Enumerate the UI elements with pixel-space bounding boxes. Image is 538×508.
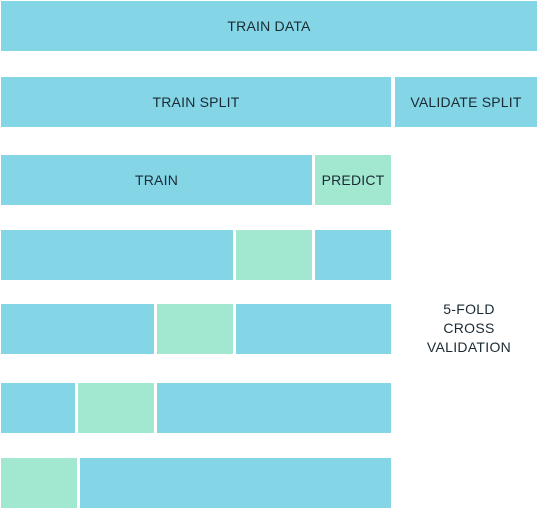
train-data-block: TRAIN DATA bbox=[1, 1, 537, 51]
train-split-label: TRAIN SPLIT bbox=[152, 94, 240, 110]
validate-split-label: VALIDATE SPLIT bbox=[410, 94, 522, 110]
train-data-label: TRAIN DATA bbox=[227, 18, 311, 34]
fold-1-predict-block: PREDICT bbox=[315, 155, 391, 205]
fold-2-train-block-a bbox=[1, 230, 233, 280]
cv-label-line-3: VALIDATION bbox=[426, 339, 512, 355]
fold-3-train-block-a bbox=[1, 304, 154, 354]
cv-label-line-2: CROSS bbox=[443, 320, 495, 336]
cv-label-line-1: 5-FOLD bbox=[443, 301, 495, 317]
fold-2-train-block-b bbox=[315, 230, 391, 280]
train-split-block: TRAIN SPLIT bbox=[1, 77, 391, 127]
fold-4-train-block-b bbox=[157, 383, 391, 433]
fold-3-predict-block bbox=[157, 304, 233, 354]
validate-split-block: VALIDATE SPLIT bbox=[395, 77, 537, 127]
fold-1-train-block: TRAIN bbox=[1, 155, 312, 205]
fold-1-train-label: TRAIN bbox=[135, 172, 178, 188]
fold-1-predict-label: PREDICT bbox=[321, 172, 385, 188]
fold-4-train-block-a bbox=[1, 383, 75, 433]
fold-4-predict-block bbox=[78, 383, 154, 433]
cross-validation-label: 5-FOLD CROSS VALIDATION bbox=[408, 300, 530, 357]
fold-3-train-block-b bbox=[236, 304, 391, 354]
fold-2-predict-block bbox=[236, 230, 312, 280]
fold-5-train-block bbox=[80, 458, 391, 508]
fold-5-predict-block bbox=[1, 458, 77, 508]
